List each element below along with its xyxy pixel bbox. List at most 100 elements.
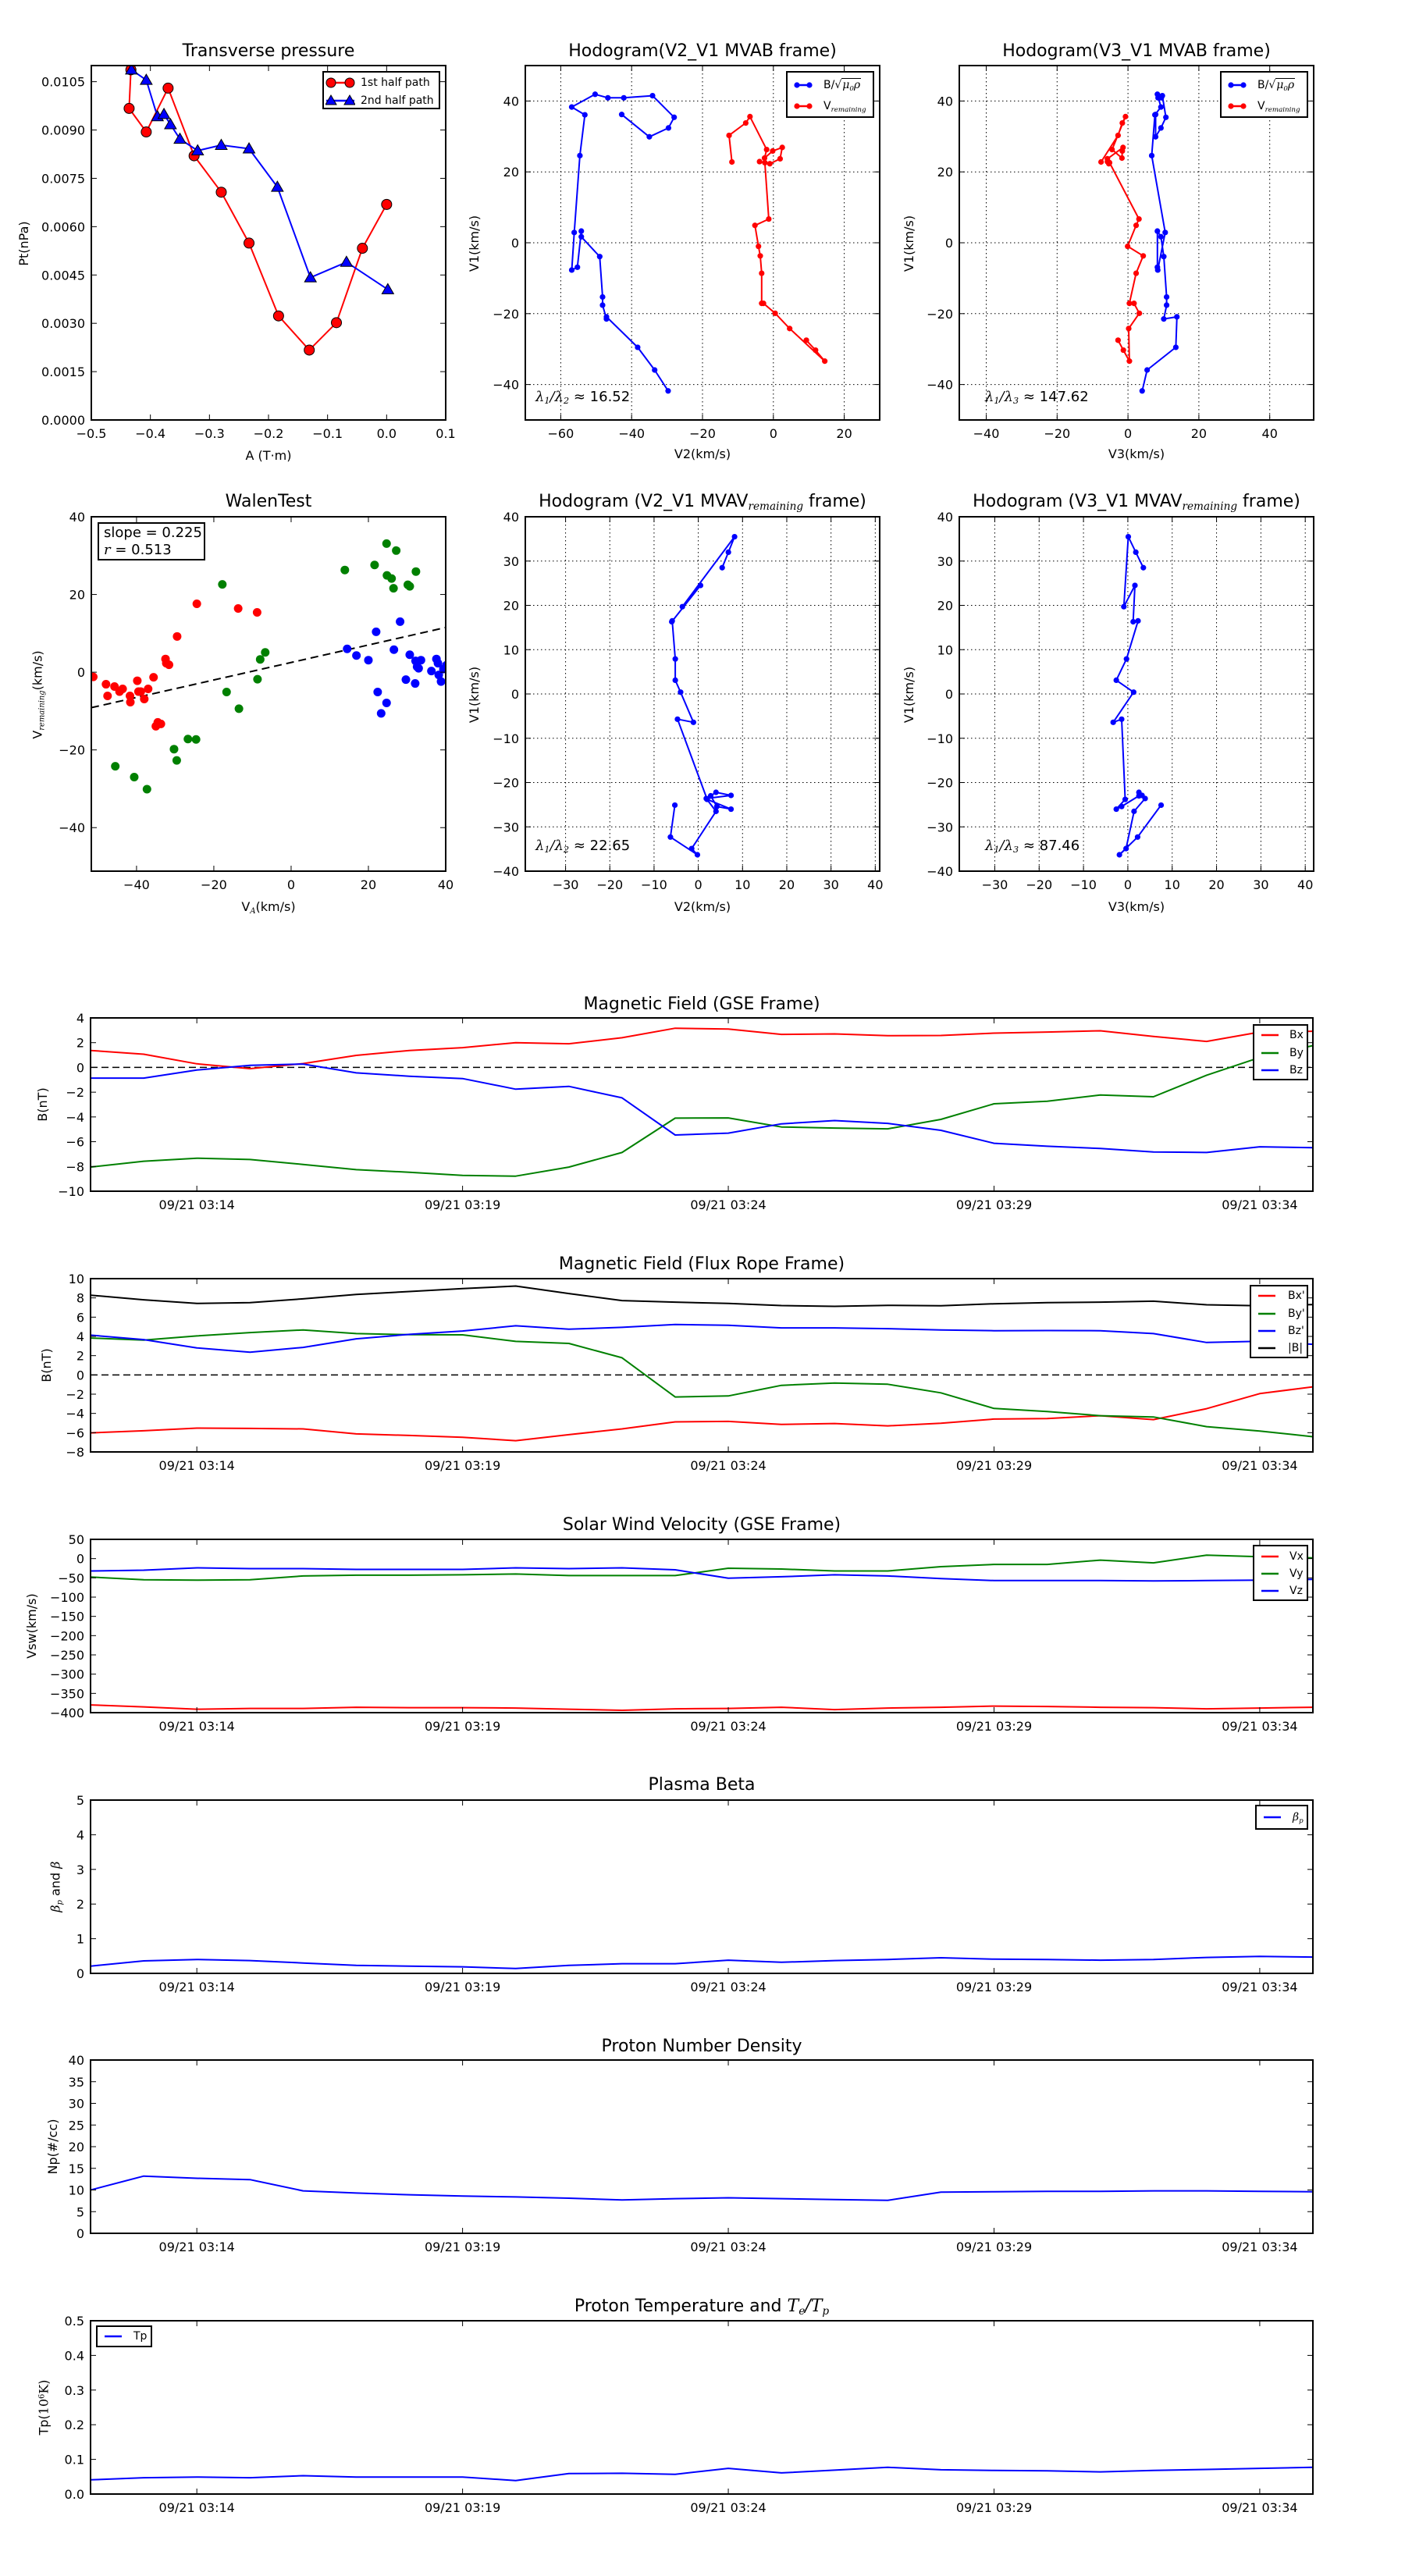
scatter-point [434,671,443,680]
y-tick-label: 2 [76,1349,84,1364]
scatter-point [396,617,405,626]
scatter-point [111,762,120,771]
swatch-dot [1228,82,1234,88]
series-line-b [91,1285,1313,1308]
dot-marker [731,533,738,540]
legend-item-v-remaining: Vremaining [788,98,873,114]
y-tick-label: −350 [50,1686,84,1701]
scatter-point [91,672,98,681]
y-tick-label: 20 [69,2140,84,2154]
eigenvalue-ratio-annotation: λ1/λ3 ≈ 87.46 [985,838,1080,856]
dot-marker [1135,617,1141,624]
x-tick-label: 0 [695,877,702,892]
dot-marker [667,834,674,840]
legend-swatch [794,82,813,88]
blue-line-icon [1261,1583,1279,1599]
dot-marker [1158,125,1164,131]
plot-background [91,1279,1313,1452]
rho-symbol: ρ [853,79,861,91]
dot-marker [568,267,575,273]
dot-marker [813,347,819,354]
y-tick-label: 0 [76,1368,84,1382]
y-tick-label: 10 [69,2183,84,2198]
slope-value: 0.225 [162,525,202,541]
y-tick-label: 30 [503,554,519,569]
approx-symbol: ≈ [1019,389,1040,405]
legend-item-vx: Vx [1254,1549,1307,1564]
regression-fit-line [91,626,446,709]
subscript: 1 [544,396,550,407]
dot-marker [713,808,719,814]
x-tick-label: 09/21 03:14 [159,2240,235,2254]
title-text: Proton Temperature and [574,2297,788,2316]
plot-frame [91,65,446,421]
chart-title: Hodogram (V2_V1 MVAVremaining frame) [539,492,866,514]
title-subscript: remaining [748,500,804,514]
dot-marker [759,270,765,276]
scatter-point [165,660,174,670]
dot-marker [803,337,809,343]
y-tick-label: −40 [59,820,85,835]
red-dot-line-icon [1228,98,1247,114]
scatter-point [411,567,421,576]
chart-title: WalenTest [225,492,312,511]
legend-label: βp [1293,1810,1304,1826]
dot-marker [694,852,701,858]
x-tick-label: −20 [201,877,227,892]
plot-background [91,1800,1313,1973]
series-green-1 [111,539,421,794]
dot-marker [1152,133,1159,140]
legend-swatch [1261,1034,1279,1037]
y-axis-label: B(nT) [35,1087,50,1122]
y-tick-label: 40 [69,510,85,525]
legend-label: Tp [133,2330,148,2343]
dot-marker [672,677,678,684]
x-tick-label: −0.3 [194,426,225,441]
series-line-tp [91,2466,1313,2482]
dot-marker [725,549,731,556]
scatter-point [387,574,397,583]
legend-item-bx: Bx [1254,1027,1307,1043]
dot-marker [757,253,763,259]
y-tick-label: 0.0075 [41,171,85,186]
y-tick-label: −40 [927,864,953,879]
scatter-point [126,691,135,700]
y-tick-label: 0.0090 [41,123,85,138]
dot-marker [1154,228,1161,234]
scatter-point [392,546,401,555]
circle-marker [331,317,343,329]
transverse-pressure-axes: −0.5 −0.4 −0.3 −0.2 −0.1 0.0 0.1 0.0000 0.0015 0.… [41,65,456,441]
x-tick-label: −20 [689,426,716,441]
dot-marker [1132,582,1138,589]
series-vz [91,1567,1313,1582]
y-tick-label: 0.1 [65,2453,84,2467]
x-axis-label: V3(km/s) [1108,899,1165,914]
series-line-by [91,1329,1313,1438]
series-red-1 [726,113,828,365]
plot-background [91,1018,1313,1191]
x-tick-label: 09/21 03:34 [1222,2240,1297,2254]
slash: / [805,2297,811,2316]
slope-label: slope = [104,525,162,541]
y-tick-label: 5 [76,1793,84,1808]
title-text: frame) [803,492,866,511]
swatch-dot [1240,103,1247,109]
legend-item-v-remaining: Vremaining [1222,98,1307,114]
legend-label: Bx' [1288,1290,1305,1302]
swatch-dot [1240,82,1247,88]
temperature-symbol: T [810,2297,823,2316]
legend-swatch [1264,1816,1281,1819]
dot-marker [763,146,770,153]
plot-frame [959,65,1314,421]
x-tick-label: 09/21 03:14 [159,1197,235,1212]
x-tick-label: 0 [1124,877,1132,892]
chart-title: Solar Wind Velocity (GSE Frame) [562,1515,841,1535]
subscript: e [799,2305,806,2318]
scatter-point [255,655,265,664]
y-tick-label: 0.0030 [41,316,85,331]
y-axis-label: Vsw(km/s) [24,1593,39,1659]
label-text: and [48,1868,63,1900]
scatter-point [234,704,244,713]
y-tick-label: 0 [511,236,519,251]
legend-label: By [1289,1047,1304,1059]
